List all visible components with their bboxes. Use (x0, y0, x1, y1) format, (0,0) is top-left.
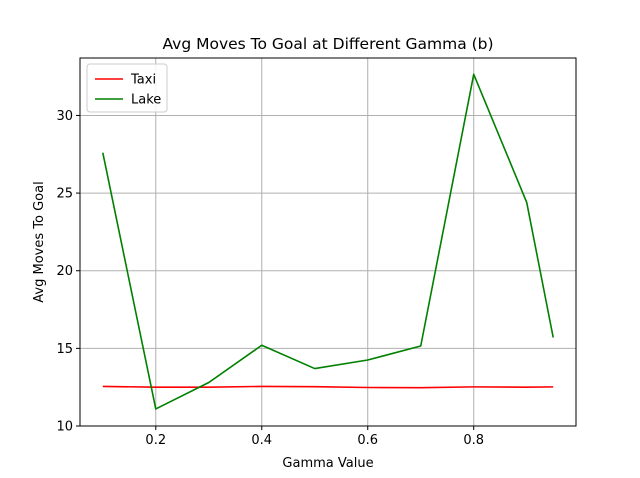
x-axis-label: Gamma Value (282, 456, 373, 471)
x-tick-label: 0.8 (463, 433, 484, 448)
y-axis-label: Avg Moves To Goal (32, 181, 47, 302)
x-tick-label: 0.4 (251, 433, 272, 448)
y-tick-label: 15 (56, 342, 73, 357)
y-tick-label: 25 (56, 187, 73, 202)
series-line-lake (102, 73, 554, 410)
ticks: 0.2 0.4 0.6 0.8 10 15 20 25 30 (56, 109, 484, 448)
y-tick-label: 30 (56, 109, 73, 124)
x-tick-label: 0.2 (145, 433, 166, 448)
legend-label-lake: Lake (131, 93, 161, 108)
series-lines (102, 73, 554, 410)
legend-label-taxi: Taxi (130, 73, 156, 88)
x-tick-label: 0.6 (357, 433, 378, 448)
y-tick-label: 20 (56, 264, 73, 279)
series-line-taxi (102, 385, 554, 389)
grid (80, 58, 576, 427)
legend-box (86, 63, 168, 113)
plot-frame (79, 57, 577, 427)
y-tick-label: 10 (56, 420, 73, 435)
chart-title: Avg Moves To Goal at Different Gamma (b) (162, 35, 493, 53)
legend: Taxi Lake (86, 63, 168, 113)
